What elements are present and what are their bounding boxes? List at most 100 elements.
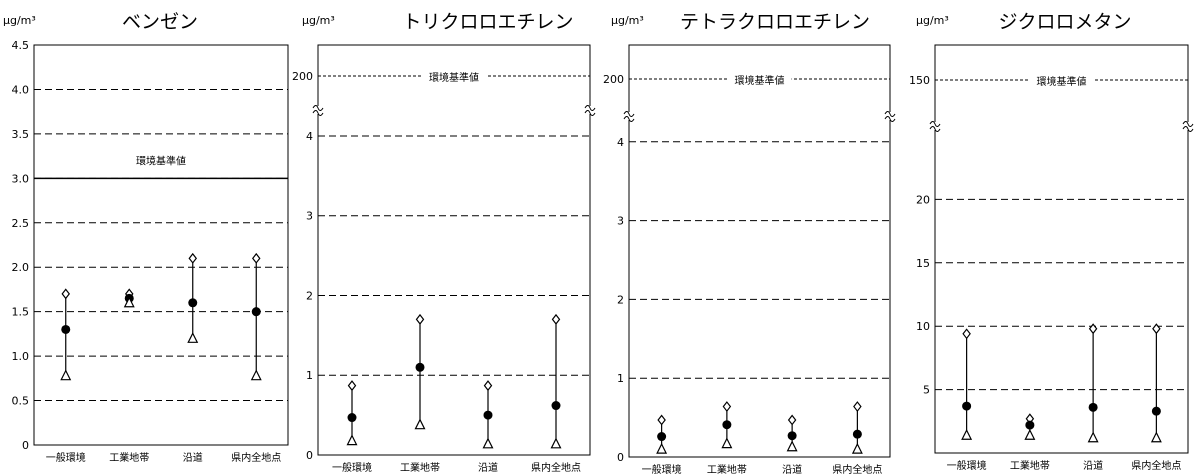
point-min: [414, 418, 426, 430]
y-tick-label: 2: [617, 293, 624, 306]
y-tick-label: 4.5: [12, 39, 30, 52]
y-tick-label-standard: 150: [909, 74, 930, 87]
point-max: [1088, 323, 1098, 335]
chart-title: トリクロロエチレン: [402, 11, 573, 33]
point-mean: [1088, 402, 1098, 412]
x-tick-label: 沿道: [478, 461, 498, 474]
axis-break-gap: [930, 122, 940, 130]
x-tick-label: 一般環境: [947, 459, 987, 472]
standard-label: 環境基準値: [1037, 75, 1087, 88]
y-tick-label: 0: [617, 451, 624, 464]
axis-break-mark: [312, 105, 324, 116]
plot-frame: [628, 44, 891, 458]
axis-break-mark: [884, 111, 896, 122]
point-max: [657, 414, 666, 426]
point-min: [786, 440, 798, 452]
point-max: [962, 328, 971, 340]
x-tick-label: 県内全地点: [832, 463, 882, 476]
y-tick-label: 1: [306, 369, 313, 382]
plot-frame: [33, 44, 289, 446]
point-min: [1150, 431, 1162, 443]
y-tick-label: 1: [617, 372, 624, 385]
x-tick-label: 一般環境: [332, 461, 372, 474]
point-max: [61, 288, 71, 300]
x-tick-label: 沿道: [782, 463, 802, 476]
standard-label-bg: [1029, 74, 1094, 88]
point-mean: [1025, 420, 1035, 430]
point-mean: [962, 401, 972, 411]
chart-title: ベンゼン: [122, 11, 198, 33]
point-mean: [1151, 406, 1161, 416]
standard-label: 環境基準値: [735, 74, 785, 87]
unit-label: μg/m³: [611, 14, 644, 27]
point-mean: [347, 413, 357, 423]
point-mean: [787, 431, 797, 441]
point-mean: [852, 429, 862, 439]
y-tick-label: 10: [916, 320, 930, 333]
point-mean: [483, 410, 493, 420]
y-tick-label: 4: [617, 136, 624, 149]
y-tick-label: 2.5: [12, 217, 30, 230]
axis-break-gap: [885, 112, 895, 120]
y-tick-label: 3.5: [12, 128, 30, 141]
chart-title: テトラクロロエチレン: [680, 11, 870, 33]
x-tick-label: 沿道: [1083, 459, 1103, 472]
y-tick-label: 1.0: [12, 350, 30, 363]
x-tick-label: 一般環境: [642, 463, 682, 476]
y-tick-label: 1.5: [12, 306, 30, 319]
y-tick-label: 4: [306, 130, 313, 143]
point-mean: [188, 298, 198, 308]
point-mean: [657, 432, 667, 442]
y-tick-label: 0: [306, 449, 313, 462]
axis-break-gap: [585, 106, 595, 114]
axis-break-mark: [623, 111, 635, 122]
point-min: [1087, 431, 1099, 443]
axis-break-mark: [1182, 121, 1194, 132]
plot-frame: [317, 44, 591, 456]
x-tick-label: 沿道: [183, 451, 203, 464]
point-max: [722, 401, 732, 413]
y-tick-label: 3: [617, 215, 624, 228]
x-tick-label: 工業地帯: [1010, 459, 1050, 472]
point-max: [251, 252, 261, 264]
y-tick-label: 4.0: [12, 83, 30, 96]
standard-label-bg: [129, 153, 193, 168]
point-mean: [722, 420, 732, 430]
point-min: [482, 437, 494, 449]
standard-label-bg: [727, 73, 792, 87]
y-tick-label: 15: [916, 257, 930, 270]
y-tick-label: 5: [923, 384, 930, 397]
chart-title: ジクロロメタン: [998, 11, 1131, 33]
point-mean: [61, 324, 71, 334]
standard-label: 環境基準値: [429, 71, 479, 84]
point-min: [851, 442, 863, 454]
unit-label: μg/m³: [302, 14, 335, 27]
point-min: [60, 369, 72, 381]
y-tick-label: 2.0: [12, 261, 30, 274]
axis-break-mark: [929, 121, 941, 132]
point-min: [187, 331, 199, 343]
point-min: [1024, 428, 1036, 440]
y-tick-label-standard: 200: [603, 73, 624, 86]
point-max: [188, 252, 198, 264]
x-tick-label: 県内全地点: [1131, 459, 1181, 472]
x-tick-label: 県内全地点: [231, 451, 281, 464]
point-mean: [251, 307, 261, 317]
unit-label: μg/m³: [3, 14, 36, 27]
plot-frame: [934, 44, 1189, 454]
panel-benzene: ベンゼン μg/m³ 0 0.5 1.0 1.5 2.0 2.5 3.0 3.5 4.0 4.5 環境基…: [3, 11, 289, 464]
x-tick-label: 工業地帯: [707, 463, 747, 476]
point-max: [853, 401, 862, 413]
x-tick-label: 工業地帯: [400, 461, 440, 474]
y-tick-label: 20: [916, 193, 930, 206]
axis-break-gap: [1183, 122, 1193, 130]
point-max: [347, 380, 357, 392]
y-tick-label: 0.5: [12, 395, 30, 408]
standard-label-bg: [422, 70, 486, 84]
x-tick-label: 一般環境: [46, 451, 86, 464]
point-min: [961, 428, 973, 440]
point-min: [250, 369, 262, 381]
y-tick-label: 2: [306, 289, 313, 302]
